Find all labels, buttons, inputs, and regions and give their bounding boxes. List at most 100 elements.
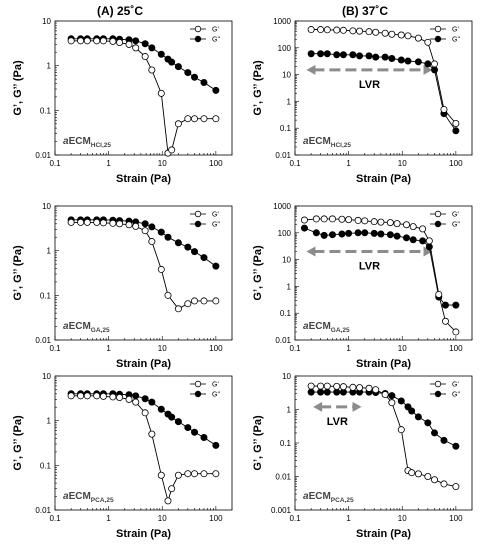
g-double-prime-point xyxy=(365,52,373,60)
y-tick-label: 1 xyxy=(47,62,52,71)
x-tick-label: 1 xyxy=(346,159,351,168)
g-double-prime-point xyxy=(312,229,320,237)
g-prime-point xyxy=(356,384,364,392)
g-prime-point xyxy=(125,395,133,403)
g-prime-point xyxy=(452,483,460,491)
g-double-prime-point xyxy=(431,66,439,74)
g-double-prime-point xyxy=(414,413,422,421)
x-axis-label: Strain (Pa) xyxy=(116,173,171,185)
x-tick-label: 1 xyxy=(106,514,111,523)
legend: G' G" xyxy=(430,210,460,229)
g-prime-point xyxy=(435,290,443,298)
y-axis-label: G’, G’’ (Pa) xyxy=(252,415,264,471)
g-prime-point xyxy=(148,238,156,246)
sample-main: ECM xyxy=(69,136,91,147)
g-double-prime-point xyxy=(148,398,156,406)
legend-label: G' xyxy=(452,212,459,219)
g-prime-point xyxy=(356,27,364,35)
x-tick-label: 100 xyxy=(209,344,223,353)
lvr-arrow-head-left xyxy=(313,401,323,412)
x-tick-label: 0.1 xyxy=(49,344,61,353)
g-prime-point xyxy=(349,383,357,391)
g-prime-point xyxy=(116,394,124,402)
g-prime-point xyxy=(323,382,331,390)
x-tick-label: 10 xyxy=(398,514,407,523)
sample-label: aECMPCA,25 xyxy=(63,491,114,504)
g-prime-point xyxy=(354,216,362,224)
legend-label: G" xyxy=(212,392,220,399)
g-double-prime-point xyxy=(354,229,362,237)
y-tick-label: 0.1 xyxy=(40,106,52,115)
g-double-prime-point xyxy=(141,40,149,48)
g-prime-point xyxy=(125,221,133,229)
g-prime-point xyxy=(99,37,107,45)
g-double-prime-point xyxy=(397,397,405,405)
y-tick-label: 0.1 xyxy=(280,124,292,133)
g-double-prime-point xyxy=(132,392,140,400)
g-prime-point xyxy=(168,146,176,154)
g-prime-point xyxy=(431,60,439,68)
lvr-arrow-head-right xyxy=(423,64,433,75)
g-prime-point xyxy=(317,382,325,390)
y-tick-label: 10 xyxy=(42,202,51,211)
y-tick-label: 1000 xyxy=(273,202,291,211)
y-axis-label: G’, G’’ (Pa) xyxy=(12,415,24,471)
x-tick-label: 100 xyxy=(209,159,223,168)
g-prime-point xyxy=(93,392,101,400)
x-axis-label: Strain (Pa) xyxy=(356,528,411,540)
g-prime-point xyxy=(320,215,328,223)
sample-main: ECM xyxy=(309,136,331,147)
x-tick-label: 1 xyxy=(106,344,111,353)
g-double-prime-point xyxy=(200,254,208,262)
g-double-prime-point xyxy=(317,50,325,58)
g-prime-point xyxy=(109,393,117,401)
g-prime-point xyxy=(191,297,199,305)
g-double-prime-point xyxy=(338,230,346,238)
g-prime-point xyxy=(339,26,347,34)
g-prime-point xyxy=(200,297,208,305)
g-prime-point xyxy=(212,297,220,305)
sample-subscript: PCA,25 xyxy=(331,497,354,504)
g-prime-point xyxy=(386,219,394,227)
g-prime-point xyxy=(184,470,192,478)
g-prime-point xyxy=(349,27,357,35)
g-double-prime-point xyxy=(300,224,308,232)
g-prime-point xyxy=(381,391,389,399)
legend-marker-filled xyxy=(194,35,202,43)
g-prime-point xyxy=(388,399,396,407)
legend-marker-filled xyxy=(434,220,442,228)
g-double-prime-point xyxy=(168,413,176,421)
g-double-prime-point xyxy=(419,237,427,245)
x-tick-label: 0.1 xyxy=(49,514,61,523)
g-double-prime-point xyxy=(388,54,396,62)
y-tick-label: 0.01 xyxy=(35,506,51,515)
legend: G' G" xyxy=(430,380,460,399)
sample-subscript: GA,25 xyxy=(331,327,350,334)
g-double-prime-point xyxy=(191,248,199,256)
g-double-prime-point xyxy=(452,442,460,450)
g-prime-point xyxy=(141,409,149,417)
sample-prefix: a xyxy=(63,491,69,502)
y-tick-label: 0.1 xyxy=(40,291,52,300)
g-double-prime-point xyxy=(184,424,192,432)
legend-marker-open xyxy=(434,380,442,388)
g-double-prime-point xyxy=(168,58,176,66)
g-double-prime-point xyxy=(212,262,220,270)
g-prime-point xyxy=(300,216,308,224)
x-tick-label: 0.1 xyxy=(49,159,61,168)
g-prime-point xyxy=(164,291,172,299)
g-prime-point xyxy=(409,223,417,231)
g-prime-point xyxy=(333,26,341,34)
g-prime-point xyxy=(174,471,182,479)
x-axis-label: Strain (Pa) xyxy=(116,528,171,540)
legend: G' G" xyxy=(190,210,220,229)
plot-frame xyxy=(54,205,233,341)
y-tick-label: 10 xyxy=(282,372,291,381)
g-prime-point xyxy=(148,66,156,74)
lvr-label: LVR xyxy=(359,79,380,91)
chart-panel-b3: 0.1 1 10 100 0.001 0.01 0.1 1 10 Strain (Pa) G’, G… xyxy=(252,372,473,540)
g-double-prime-point xyxy=(157,50,165,58)
legend-marker-filled xyxy=(434,35,442,43)
legend-label: G' xyxy=(452,382,459,389)
